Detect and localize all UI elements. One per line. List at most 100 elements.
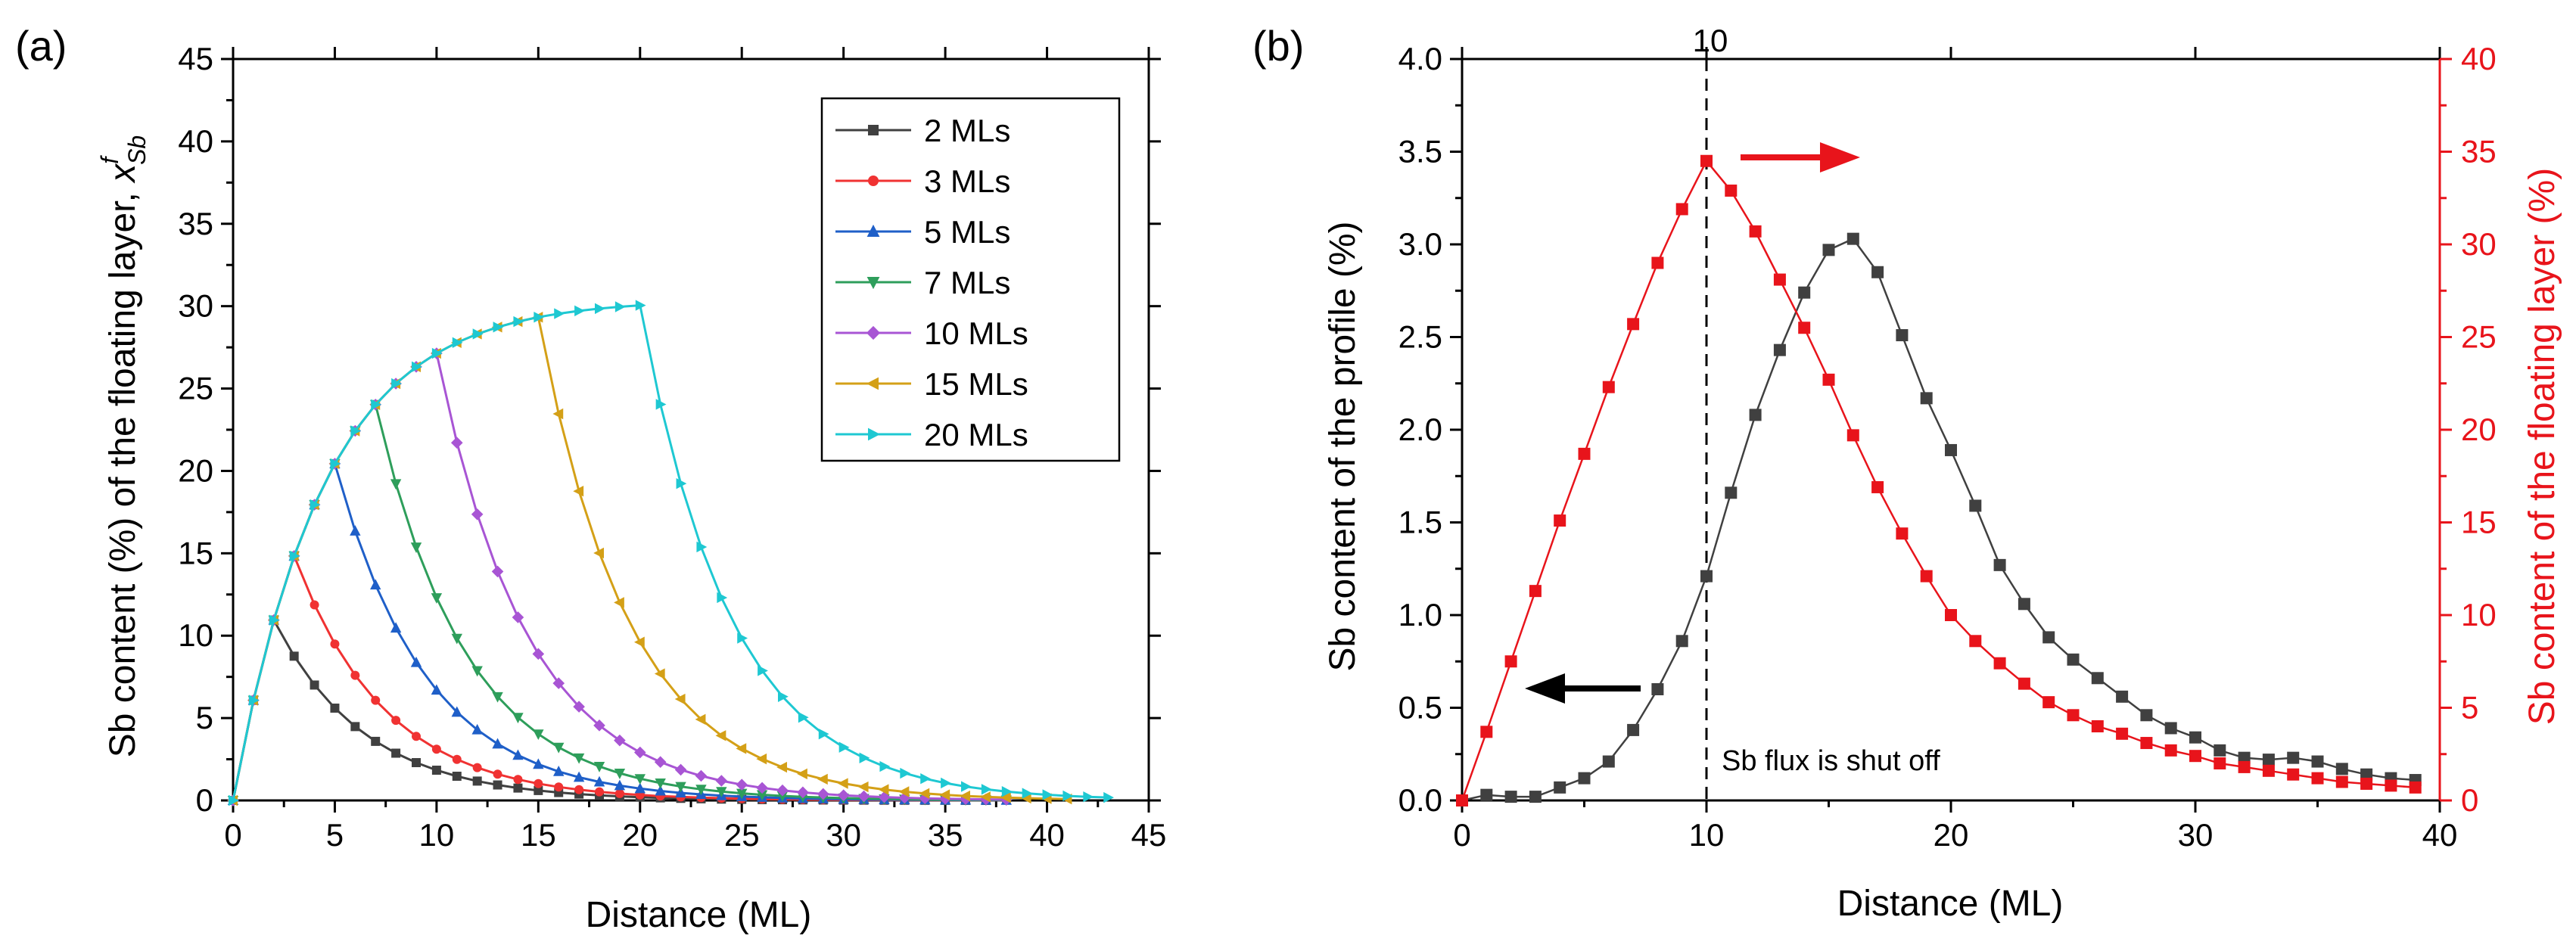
panel-a-series: [227, 300, 1115, 806]
panel-a-data-point: [859, 752, 870, 763]
panel-a-data-point: [289, 651, 299, 661]
panel-a-data-point: [593, 547, 604, 559]
panel-a-y-tick-label: 25: [178, 371, 213, 406]
panel-a-data-point: [614, 779, 626, 791]
panel-b-data-point: [1896, 329, 1909, 342]
panel-b-data-point: [1725, 486, 1738, 499]
panel-a-data-point: [920, 773, 932, 785]
panel-b-x-tick-label: 30: [2178, 817, 2214, 853]
panel-b-data-point: [1578, 447, 1591, 460]
panel-a-data-point: [655, 785, 666, 796]
panel-a-data-point: [898, 786, 910, 797]
panel-a-data-point: [390, 479, 402, 490]
panel-a-data-point: [431, 593, 443, 604]
panel-a-legend-item: 7 MLs: [835, 265, 1010, 300]
panel-b-data-point: [2018, 677, 2030, 690]
panel-a-data-point: [817, 773, 828, 785]
panel-a-y-tick-label: 5: [196, 700, 213, 735]
panel-a-data-point: [614, 788, 624, 798]
panel-a-x-tick-label: 0: [224, 817, 241, 853]
panel-a-data-point: [472, 776, 482, 786]
panel-a-data-point: [471, 723, 483, 735]
panel-a-y-axis-title-symbol: x: [103, 163, 143, 184]
panel-b-data-point: [1920, 392, 1933, 405]
right-axis-arrow-head: [1820, 142, 1860, 172]
panel-b-y-left-tick-label: 4.0: [1398, 41, 1442, 76]
panel-b-data-point: [1651, 683, 1664, 695]
panel-a-data-point: [939, 789, 950, 800]
panel-b-y-right-tick-label: 25: [2461, 319, 2497, 355]
panel-a-data-point: [533, 758, 544, 769]
panel-a-data-point: [552, 408, 564, 420]
panel-b-data-point: [2189, 731, 2201, 744]
panel-b-label: (b): [1252, 22, 1304, 70]
panel-b-data-point: [1822, 244, 1835, 256]
panel-a-data-point: [471, 508, 484, 521]
panel-a-data-point: [778, 691, 789, 702]
panel-b-y-right-axis-title: Sb content of the floating layer (%): [2522, 168, 2562, 725]
panel-a-data-point: [493, 769, 502, 779]
panel-a-data-point: [655, 399, 667, 410]
panel-a-data-point: [310, 680, 319, 690]
panel-a-x-tick-label: 5: [326, 817, 344, 853]
panel-a-data-point: [981, 784, 992, 795]
panel-a-data-point: [573, 485, 584, 497]
panel-a-data-point: [797, 768, 807, 780]
panel-a-data-point: [595, 303, 605, 315]
panel-a-x-tick-label: 35: [928, 817, 963, 853]
panel-b-data-point: [1749, 409, 1762, 421]
panel-a-axes: 0 5 10 15 20 25 30 35 40 45 0 5 10 15 20 25 30 35 40 45: [178, 41, 1166, 853]
panel-a-data-point: [736, 743, 747, 754]
panel-a-x-tick-label: 20: [622, 817, 658, 853]
panel-a-data-point: [269, 614, 280, 626]
panel-a-data-point: [1022, 788, 1033, 799]
panel-a-y-tick-label: 30: [178, 288, 213, 324]
panel-b-y-left-tick-label: 3.0: [1398, 226, 1442, 262]
panel-b-data-point: [1675, 635, 1688, 648]
panel-a-data-point: [552, 677, 565, 689]
panel-a-data-point: [717, 592, 728, 604]
panel-a-data-point: [593, 762, 605, 772]
panel-a-data-point: [716, 787, 727, 798]
panel-a-y-tick-label: 40: [178, 123, 213, 159]
panel-b-data-point: [2091, 672, 2104, 685]
panel-a-data-point: [452, 337, 463, 349]
panel-a-legend-marker: [866, 224, 880, 237]
panel-a-data-point: [554, 782, 564, 792]
panel-b-data-point: [2140, 709, 2153, 722]
panel-a-data-point: [431, 684, 443, 695]
panel-b-y-right-tick-label: 30: [2461, 226, 2497, 262]
panel-a-y-axis-title-sub: Sb: [123, 135, 151, 165]
panel-a-data-point: [595, 787, 604, 797]
panel-b-data-point: [2091, 720, 2104, 732]
panel-b-data-point: [1773, 343, 1786, 356]
panel-b-data-point: [2311, 755, 2324, 768]
panel-b-data-point: [1773, 273, 1786, 286]
panel-a-legend: 2 MLs 3 MLs 5 MLs 7 MLs 10 MLs 15 MLs 20 MLs: [820, 97, 1121, 462]
panel-a-data-point: [797, 786, 809, 799]
panel-a-x-tick-label: 45: [1131, 817, 1167, 853]
panel-a-data-point: [614, 597, 624, 608]
panel-b-data-point: [1627, 318, 1640, 331]
panel-b-data-point: [2116, 727, 2129, 740]
panel-b-data-point: [2116, 690, 2129, 703]
panel-b-data-point: [2238, 751, 2251, 764]
panel-a-data-point: [654, 756, 667, 769]
panel-a-data-point: [412, 361, 422, 373]
panel-a-data-point: [674, 763, 687, 776]
panel-a-data-point: [675, 782, 686, 793]
panel-a-data-point: [574, 305, 585, 317]
panel-b-series-left: [1456, 232, 2422, 806]
panel-a-data-point: [776, 784, 789, 797]
panel-b-data-point: [1871, 266, 1884, 278]
panel-a-x-tick-label: 40: [1029, 817, 1065, 853]
panel-b-data-point: [2287, 768, 2300, 781]
panel-a-series-20-mls: [229, 300, 1115, 806]
panel-a-data-point: [452, 754, 462, 764]
panel-a-data-point: [614, 734, 626, 747]
panel-a-data-point: [756, 782, 768, 794]
panel-b-annotation: Sb flux is shut off: [1722, 745, 1940, 777]
panel-a-data-point: [534, 785, 543, 795]
panel-b-data-point: [1578, 772, 1591, 785]
panel-b-data-point: [1969, 635, 1982, 648]
